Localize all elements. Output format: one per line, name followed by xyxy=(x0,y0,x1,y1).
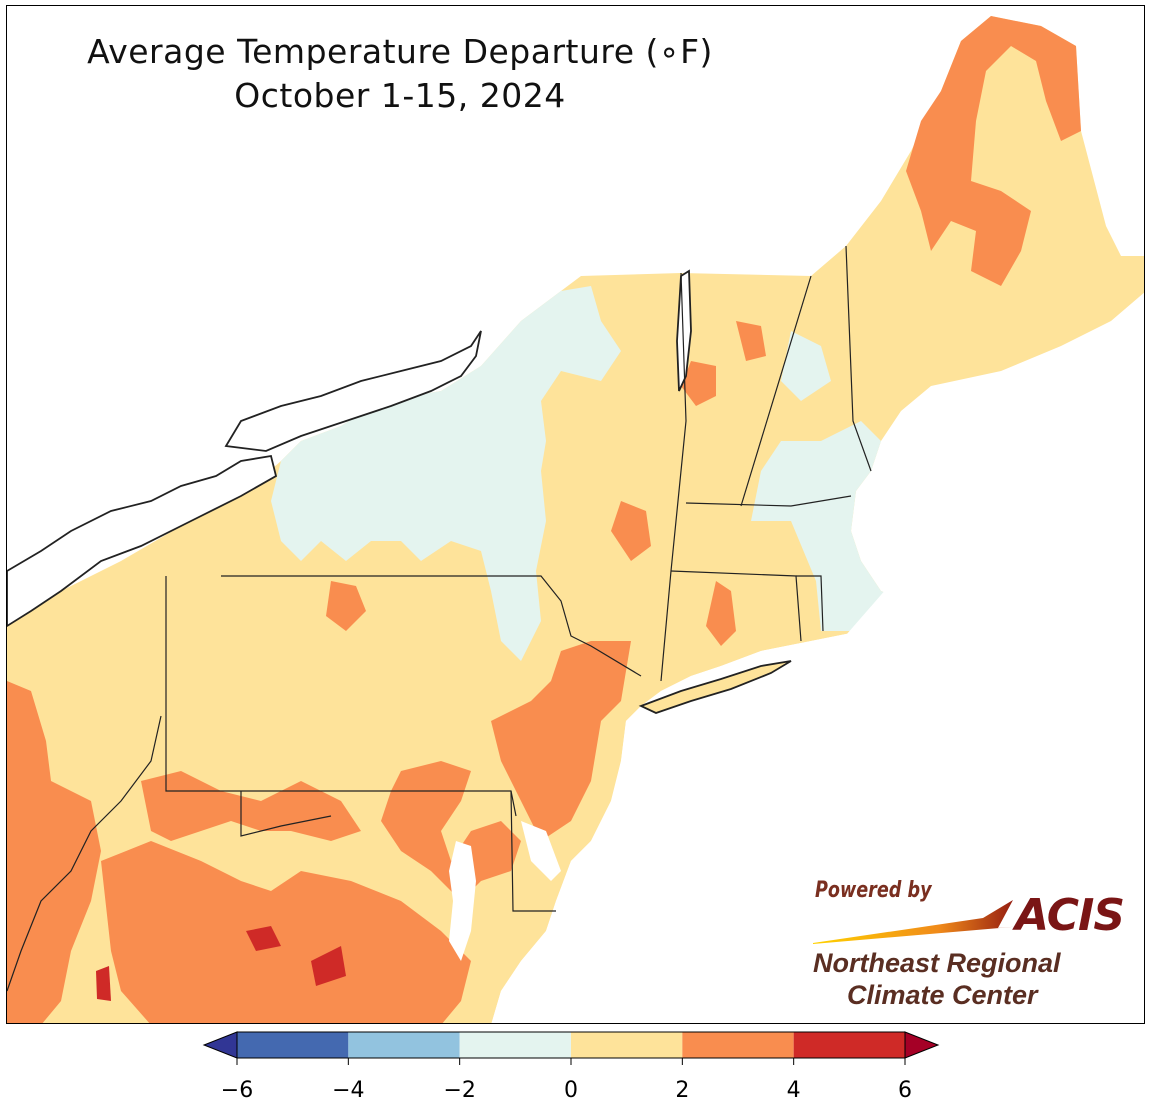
colorbar-tick-label: 2 xyxy=(675,1078,690,1103)
colorbar-tick-label: −6 xyxy=(220,1078,254,1103)
lake-erie xyxy=(7,454,278,628)
colorbar-legend: −6 −4 −2 0 2 4 6 xyxy=(200,1028,945,1108)
warm-region-vt-north xyxy=(736,321,766,361)
land-base xyxy=(7,16,1144,1023)
colorbar-over-arrow xyxy=(904,1031,940,1059)
colorbar-bin-3 xyxy=(571,1032,683,1058)
nrcc-name-line1: Northeast Regional xyxy=(813,948,1061,978)
warm-region-west-pa xyxy=(7,681,101,1023)
map-frame xyxy=(6,5,1145,1024)
near-normal-region-ny xyxy=(271,286,621,661)
colorbar-tick-label: 6 xyxy=(898,1078,912,1103)
map-title: Average Temperature Departure (∘F) xyxy=(87,32,713,71)
near-normal-region-ma xyxy=(751,421,916,631)
warm-region-central-pa xyxy=(326,581,366,631)
warm-region-nj xyxy=(491,641,631,841)
temperature-departure-map xyxy=(7,16,1144,1023)
nrcc-name-line2: Climate Center xyxy=(847,980,1038,1010)
acis-logo-text: ACIS xyxy=(1015,890,1125,941)
warm-region-md xyxy=(381,761,521,901)
colorbar-bin-4 xyxy=(682,1032,794,1058)
lake-champlain xyxy=(676,269,692,392)
colorbar-bin-0 xyxy=(237,1032,349,1058)
ocean xyxy=(491,293,1144,1023)
colorbar-bin-5 xyxy=(793,1032,905,1058)
lake-ontario xyxy=(224,330,482,452)
near-normal-region-vt xyxy=(781,331,831,401)
warm-region-ny-east xyxy=(611,501,651,561)
long-island xyxy=(638,660,792,714)
delaware-bay xyxy=(521,821,561,881)
very-warm-region-3 xyxy=(96,966,111,1001)
warm-region-virginia xyxy=(101,841,471,1023)
very-warm-region-1 xyxy=(246,926,281,951)
warm-region-southcentral-pa xyxy=(141,771,361,841)
colorbar-bin-2 xyxy=(459,1032,571,1058)
colorbar-tick-label: −4 xyxy=(332,1078,365,1103)
colorbar-under-arrow xyxy=(202,1031,238,1059)
colorbar-tick-label: 4 xyxy=(786,1078,801,1103)
warm-region-maine xyxy=(906,16,1081,286)
map-date-range: October 1-15, 2024 xyxy=(234,76,566,115)
colorbar-tick-label: 0 xyxy=(564,1078,578,1103)
colorbar-tick-label: −2 xyxy=(443,1078,476,1103)
very-warm-region-2 xyxy=(311,946,346,986)
acis-swoosh-icon xyxy=(813,900,1023,944)
chesapeake-bay xyxy=(449,841,476,961)
powered-by-label: Powered by xyxy=(815,878,932,903)
colorbar-swatches xyxy=(202,1031,940,1065)
state-borders xyxy=(7,245,872,992)
acis-credit-logo: Powered by ACIS Northeast Regional Clima… xyxy=(805,878,1135,1013)
warm-region-ct xyxy=(706,581,736,646)
colorbar-bin-1 xyxy=(348,1032,460,1058)
warm-region-vt xyxy=(681,361,716,406)
